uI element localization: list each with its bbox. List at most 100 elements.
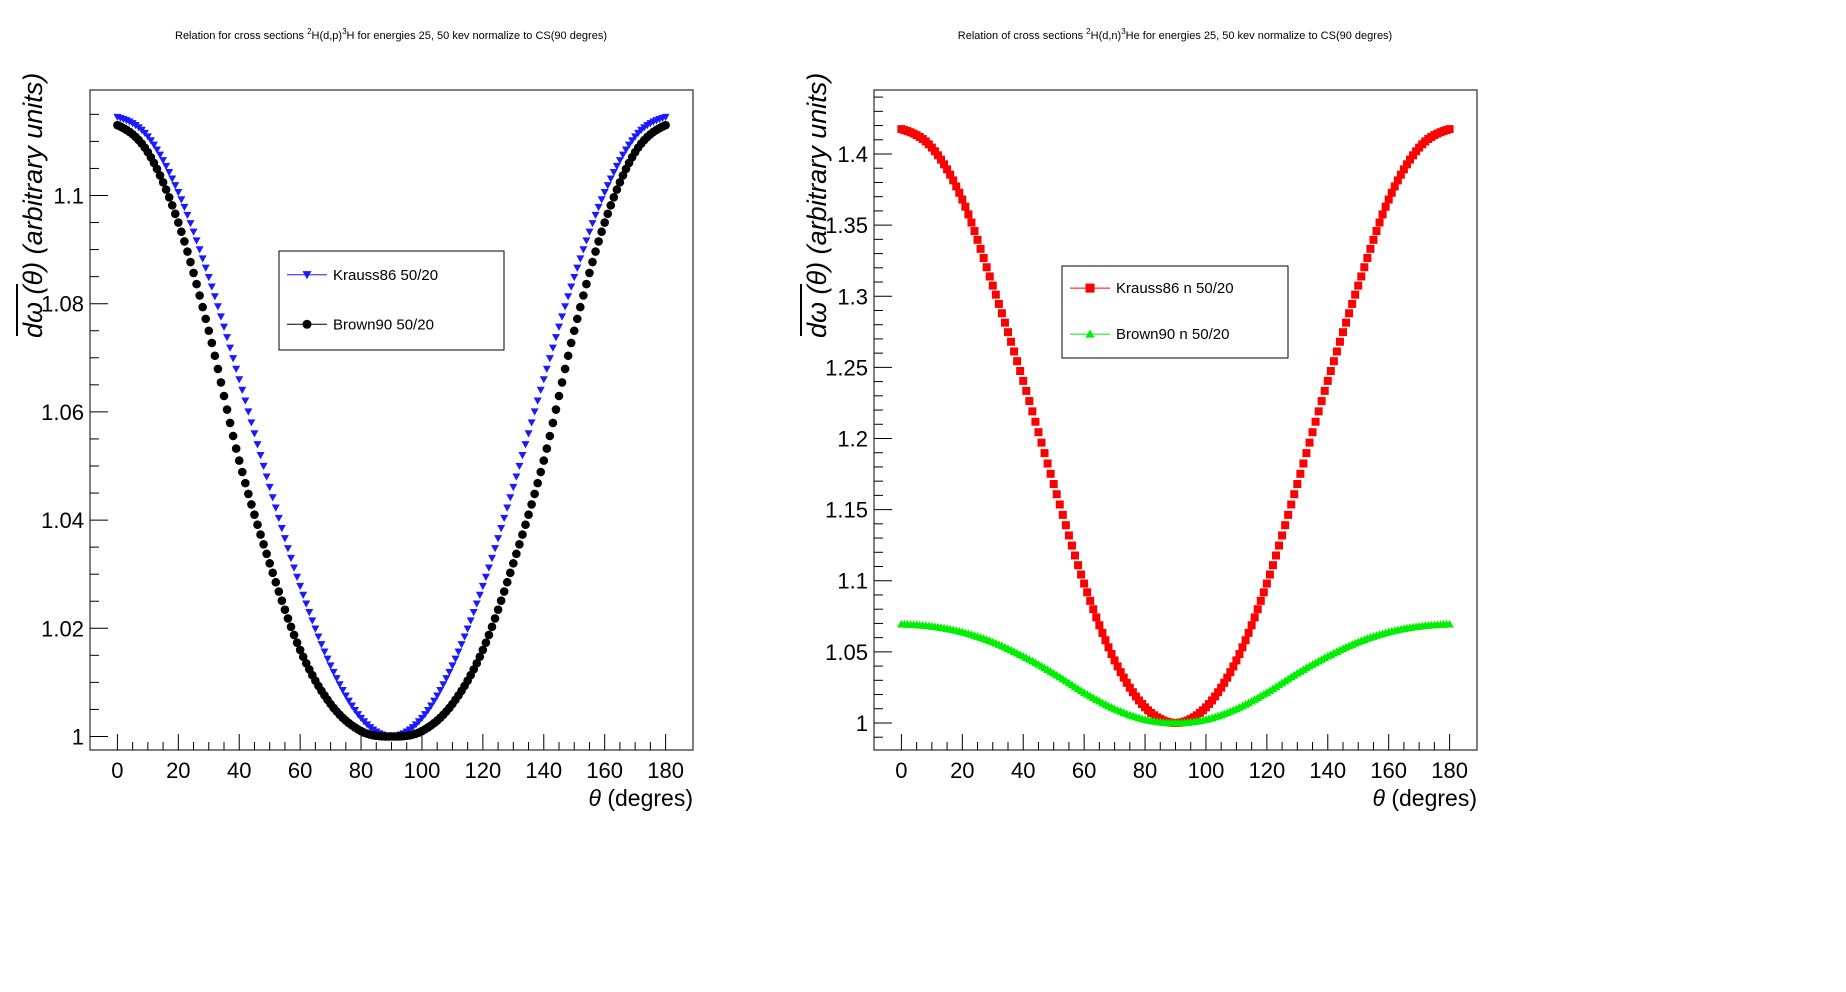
- y-tick-label: 1: [856, 711, 868, 736]
- data-point: [162, 162, 171, 171]
- data-point: [1329, 357, 1338, 366]
- data-point: [153, 146, 161, 154]
- data-point: [1247, 621, 1256, 630]
- y-tick-label: 1: [72, 724, 84, 749]
- data-point: [244, 408, 253, 416]
- data-point: [585, 268, 594, 278]
- data-point: [204, 273, 213, 282]
- data-point: [164, 192, 174, 202]
- data-point: [238, 386, 247, 395]
- data-point: [551, 405, 561, 414]
- data-point: [469, 609, 478, 617]
- data-point: [332, 675, 341, 683]
- data-point: [165, 169, 174, 177]
- data-point: [570, 273, 579, 282]
- data-point: [1317, 397, 1326, 406]
- data-point: [201, 264, 210, 272]
- data-point: [533, 478, 542, 488]
- data-point: [1290, 490, 1299, 499]
- data-point: [347, 702, 356, 710]
- data-point: [180, 203, 189, 212]
- data-point: [585, 228, 594, 236]
- data-point: [612, 185, 622, 194]
- data-point: [229, 355, 238, 363]
- data-point: [210, 293, 219, 301]
- data-point: [226, 344, 235, 352]
- y-tick-label: 1.05: [825, 640, 868, 665]
- data-point: [436, 686, 445, 695]
- y-tick-label: 1.1: [837, 569, 868, 594]
- x-tick-label: 140: [1309, 758, 1346, 783]
- data-point: [564, 293, 573, 301]
- data-point: [512, 473, 521, 481]
- data-point: [594, 203, 603, 212]
- data-point: [521, 520, 530, 530]
- data-point: [290, 564, 299, 572]
- data-point: [283, 545, 292, 553]
- data-point: [174, 218, 183, 227]
- data-point: [1211, 692, 1220, 701]
- data-point: [1128, 688, 1137, 697]
- title-superscript: 2: [307, 27, 312, 36]
- data-point: [149, 141, 158, 149]
- data-point: [292, 638, 302, 647]
- data-point: [198, 302, 207, 312]
- data-point: [1007, 337, 1016, 346]
- data-point: [1253, 605, 1262, 614]
- data-point: [241, 397, 250, 405]
- x-tick-label: 20: [166, 758, 190, 783]
- data-point: [597, 227, 606, 237]
- data-point: [566, 338, 576, 348]
- data-point: [579, 291, 588, 300]
- x-tick-label: 40: [1011, 758, 1035, 783]
- data-point: [1387, 188, 1396, 197]
- data-point: [496, 596, 506, 606]
- data-point: [1104, 643, 1113, 652]
- data-point: [421, 711, 429, 719]
- data-point: [1077, 570, 1086, 579]
- data-point: [235, 376, 244, 384]
- x-tick-label: 20: [950, 758, 974, 783]
- data-point: [1092, 613, 1101, 622]
- data-point: [1375, 218, 1384, 227]
- data-point: [612, 162, 621, 171]
- data-point: [491, 545, 500, 553]
- data-point: [430, 697, 439, 705]
- data-point: [1125, 683, 1134, 692]
- x-tick-label: 60: [1072, 758, 1096, 783]
- data-point: [949, 176, 958, 185]
- data-point: [177, 227, 186, 237]
- data-point: [171, 182, 180, 190]
- data-point: [588, 220, 597, 228]
- data-point: [1229, 662, 1238, 671]
- data-point: [207, 283, 216, 291]
- data-point: [609, 169, 618, 177]
- data-point: [1226, 668, 1235, 677]
- data-point: [499, 587, 509, 596]
- data-point: [220, 323, 228, 331]
- data-point: [1299, 459, 1308, 468]
- data-point: [576, 302, 585, 312]
- data-point: [488, 554, 496, 563]
- data-point: [451, 655, 460, 663]
- y-tick-label: 1.3: [837, 284, 868, 309]
- data-point: [618, 171, 628, 180]
- data-point: [1351, 290, 1360, 299]
- data-point: [997, 309, 1006, 318]
- data-point: [1281, 521, 1290, 530]
- data-point: [192, 279, 201, 289]
- y-tick-label: 1.25: [825, 355, 868, 380]
- data-point: [1000, 318, 1009, 327]
- y-axis-text: dω (θ) (arbitrary units): [802, 73, 832, 338]
- data-point: [1357, 272, 1366, 281]
- data-point: [168, 175, 177, 183]
- data-point: [259, 539, 268, 549]
- data-point: [548, 344, 557, 352]
- data-point: [524, 510, 533, 519]
- series-brown90-50-20: [113, 120, 670, 741]
- data-point: [1223, 673, 1232, 682]
- data-point: [1214, 688, 1223, 697]
- data-point: [1323, 376, 1332, 385]
- data-point: [1335, 337, 1344, 346]
- data-point: [1013, 357, 1022, 366]
